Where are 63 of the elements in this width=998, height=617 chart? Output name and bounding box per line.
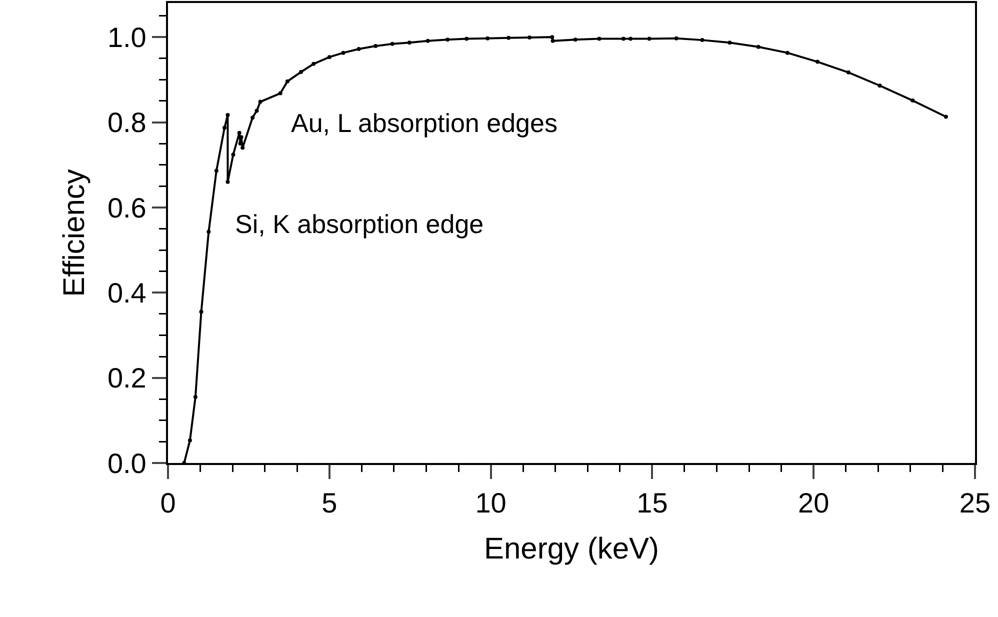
- point: [374, 44, 378, 48]
- annotation: Au, L absorption edges: [291, 108, 558, 138]
- point: [193, 394, 198, 399]
- point: [298, 70, 303, 74]
- point: [550, 35, 554, 40]
- x-tick-label: 10: [475, 488, 506, 519]
- point: [426, 38, 430, 43]
- y-axis-title: Efficiency: [58, 169, 91, 297]
- x-tick-label: 20: [798, 488, 830, 519]
- x-tick-label: 0: [160, 488, 176, 519]
- point: [341, 50, 346, 55]
- point: [528, 36, 532, 40]
- point: [206, 230, 211, 234]
- point: [910, 98, 915, 103]
- x-tick-label: 5: [322, 488, 338, 519]
- point: [231, 152, 236, 157]
- point: [390, 42, 394, 46]
- point: [240, 146, 245, 150]
- point: [278, 91, 282, 96]
- point: [226, 113, 230, 118]
- point: [250, 116, 255, 120]
- point: [573, 38, 578, 42]
- point: [407, 40, 412, 45]
- y-tick-label: 0.0: [107, 448, 146, 479]
- point: [188, 438, 192, 442]
- y-tick-label: 0.4: [107, 277, 146, 308]
- point: [621, 36, 626, 41]
- point: [327, 55, 332, 60]
- point: [878, 84, 882, 88]
- y-tick-label: 1.0: [107, 22, 146, 53]
- point: [846, 70, 850, 74]
- y-tick-label: 0.6: [107, 192, 146, 224]
- point: [550, 38, 555, 43]
- point: [356, 47, 361, 51]
- point: [700, 38, 704, 42]
- point: [312, 62, 316, 66]
- point: [944, 114, 948, 119]
- point: [785, 50, 790, 55]
- point: [258, 100, 262, 104]
- x-tick-label: 15: [636, 488, 668, 519]
- point: [647, 36, 652, 41]
- point: [446, 38, 450, 42]
- point: [464, 36, 469, 41]
- x-tick-label: 25: [959, 488, 991, 519]
- point: [597, 36, 602, 41]
- point: [254, 108, 259, 113]
- point: [222, 126, 226, 130]
- point: [628, 36, 633, 41]
- y-tick-label: 0.2: [107, 362, 146, 394]
- point: [486, 36, 490, 40]
- x-axis-title: Energy (keV): [484, 532, 660, 566]
- point: [674, 36, 678, 40]
- point: [506, 36, 511, 40]
- point: [199, 310, 204, 314]
- point: [815, 60, 820, 64]
- point: [285, 79, 290, 84]
- point: [226, 180, 230, 184]
- annotation: Si, K absorption edge: [235, 209, 484, 239]
- point: [728, 40, 732, 45]
- point: [214, 168, 218, 173]
- y-tick-label: 0.8: [107, 107, 146, 138]
- point: [756, 44, 760, 49]
- point: [237, 130, 242, 135]
